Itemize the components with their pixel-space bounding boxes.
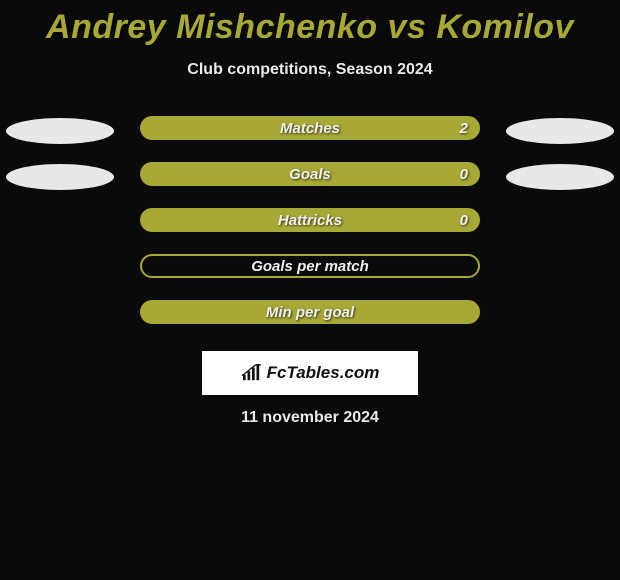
stat-value: 0 <box>460 166 468 183</box>
stats-rows: Matches 2 Goals 0 Hattricks 0 Goals per … <box>0 111 620 341</box>
stat-label: Min per goal <box>266 304 354 321</box>
stat-value: 0 <box>460 212 468 229</box>
stat-row: Min per goal <box>0 295 620 341</box>
stat-bar: Goals 0 <box>140 162 480 186</box>
left-marker <box>6 118 114 144</box>
stat-bar: Hattricks 0 <box>140 208 480 232</box>
left-marker <box>6 164 114 190</box>
stat-value: 2 <box>460 120 468 137</box>
stat-label: Goals <box>289 166 331 183</box>
logo: FcTables.com <box>202 351 418 395</box>
stat-label: Goals per match <box>251 258 369 275</box>
stat-label: Matches <box>280 120 340 137</box>
stat-row: Goals per match <box>0 249 620 295</box>
page-title: Andrey Mishchenko vs Komilov <box>0 0 620 47</box>
stat-bar: Matches 2 <box>140 116 480 140</box>
stat-label: Hattricks <box>278 212 342 229</box>
stat-row: Matches 2 <box>0 111 620 157</box>
bar-chart-icon <box>241 364 263 382</box>
logo-text: FcTables.com <box>267 363 380 383</box>
stat-row: Hattricks 0 <box>0 203 620 249</box>
date-text: 11 november 2024 <box>0 409 620 427</box>
stat-row: Goals 0 <box>0 157 620 203</box>
right-marker <box>506 164 614 190</box>
stat-bar: Goals per match <box>140 254 480 278</box>
subtitle: Club competitions, Season 2024 <box>0 61 620 79</box>
right-marker <box>506 118 614 144</box>
stat-bar: Min per goal <box>140 300 480 324</box>
